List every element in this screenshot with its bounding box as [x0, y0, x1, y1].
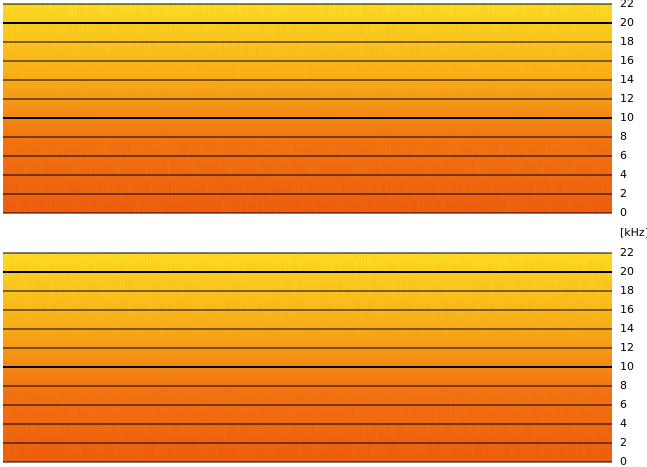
y-tick-label: 12 [620, 341, 634, 354]
y-tick-label: 2 [620, 436, 627, 449]
y-tick-label: 18 [620, 284, 634, 297]
y-tick-label: 6 [620, 398, 627, 411]
y-tick-label: 0 [620, 206, 627, 219]
y-tick-label: 22 [620, 246, 634, 259]
y-tick-label: 20 [620, 16, 634, 29]
y-tick-label: 6 [620, 149, 627, 162]
y-tick-label: 10 [620, 111, 634, 124]
spectrogram-texture [3, 4, 612, 213]
y-tick-label: 16 [620, 54, 634, 67]
y-tick-label: 16 [620, 303, 634, 316]
y-tick-label: 8 [620, 379, 627, 392]
y-tick-label: 12 [620, 92, 634, 105]
axis-label: [kHz] [620, 226, 647, 239]
y-tick-label: 14 [620, 322, 634, 335]
y-tick-label: 20 [620, 265, 634, 278]
y-tick-label: 0 [620, 455, 627, 467]
spectrogram-texture [3, 253, 612, 462]
y-tick-label: 22 [620, 0, 634, 10]
y-tick-label: 8 [620, 130, 627, 143]
y-tick-label: 2 [620, 187, 627, 200]
y-tick-label: 4 [620, 168, 627, 181]
y-tick-label: 18 [620, 35, 634, 48]
y-tick-label: 10 [620, 360, 634, 373]
y-tick-label: 14 [620, 73, 634, 86]
y-tick-label: 4 [620, 417, 627, 430]
